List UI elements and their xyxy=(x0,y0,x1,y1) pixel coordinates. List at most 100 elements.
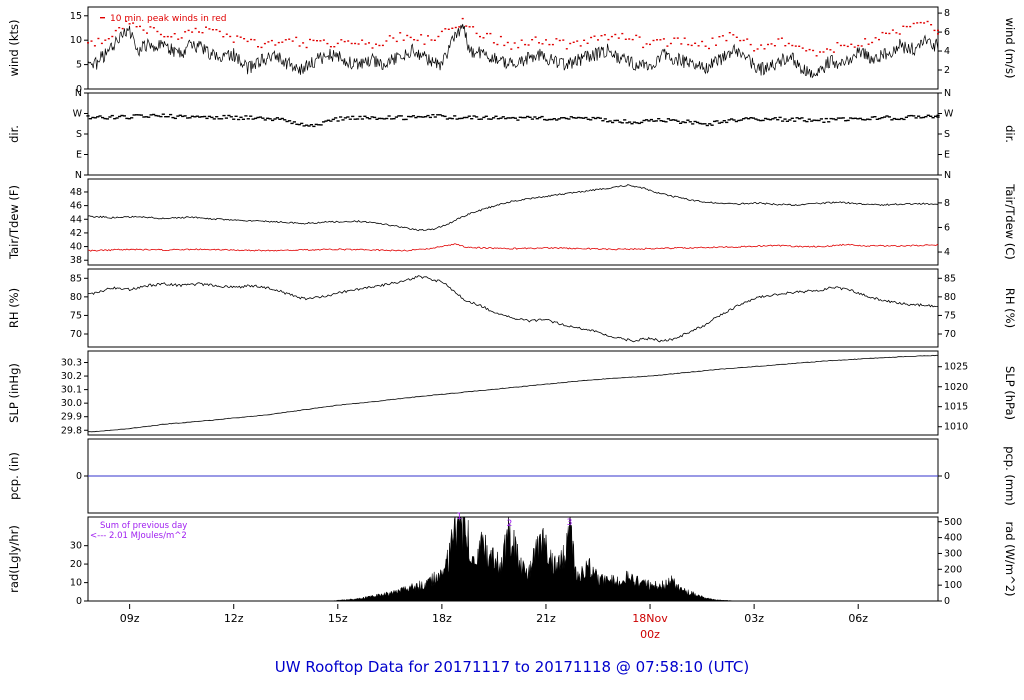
axis-label-right: pcp. (mm) xyxy=(1003,446,1017,506)
annotation: <--- 2.01 MJoules/m^2 xyxy=(90,531,187,541)
ticks-right: 1010 1015 1020 1025 xyxy=(938,362,968,433)
svg-text:4: 4 xyxy=(944,247,950,258)
svg-text:70: 70 xyxy=(944,329,956,340)
svg-text:8: 8 xyxy=(944,198,950,209)
axis-label-right: RH (%) xyxy=(1003,288,1017,328)
svg-text:29.8: 29.8 xyxy=(61,425,82,436)
svg-text:0: 0 xyxy=(944,471,950,482)
ticks-right: 0 100 200 300 400 500 xyxy=(938,517,962,607)
svg-text:85: 85 xyxy=(944,273,956,284)
svg-text:N: N xyxy=(944,88,951,99)
svg-text:30.3: 30.3 xyxy=(61,358,82,369)
axis-label-right: SLP (hPa) xyxy=(1003,366,1017,420)
chart-title: UW Rooftop Data for 20171117 to 20171118… xyxy=(274,658,750,676)
x-axis-svg: 09z 12z 15z 18z 21z 18Nov 00z 03z 06z xyxy=(120,604,868,641)
svg-text:1015: 1015 xyxy=(944,402,968,413)
svg-text:6: 6 xyxy=(944,27,950,38)
series-tair-f xyxy=(87,184,938,232)
svg-text:70: 70 xyxy=(70,329,82,340)
svg-text:85: 85 xyxy=(70,273,82,284)
legend-marker xyxy=(100,17,105,19)
plot-border xyxy=(87,268,939,348)
panel-sea-level-pressure: 29.8 29.9 30.0 30.1 30.2 30.3 1010 1015 1020 1025… xyxy=(7,350,1017,436)
ticks-left: 29.8 29.9 30.0 30.1 30.2 30.3 xyxy=(61,358,88,436)
svg-text:1010: 1010 xyxy=(944,422,968,433)
series-wind-avg-kts xyxy=(87,23,939,79)
svg-text:42: 42 xyxy=(70,228,82,239)
series-rh-percent xyxy=(87,275,939,343)
series-wind-peak-kts xyxy=(87,17,939,57)
x-tick-label: 12z xyxy=(224,612,244,625)
svg-text:8: 8 xyxy=(944,8,950,19)
svg-text:46: 46 xyxy=(70,201,82,212)
svg-text:5: 5 xyxy=(76,60,82,71)
annotation: 10 min. peak winds in red xyxy=(110,14,227,24)
svg-text:75: 75 xyxy=(944,310,956,321)
svg-text:2: 2 xyxy=(944,65,950,76)
svg-text:E: E xyxy=(76,150,82,161)
x-tick-label: 21z xyxy=(536,612,556,625)
svg-text:1020: 1020 xyxy=(944,382,968,393)
x-tick-label: 18Nov xyxy=(632,612,668,625)
svg-text:48: 48 xyxy=(70,187,82,198)
axis-label-left: RH (%) xyxy=(7,288,21,328)
panel-relative-humidity: 70 75 80 85 70 75 80 85 RH (%) RH (%) xyxy=(7,268,1017,348)
ticks-right: 4 6 8 xyxy=(938,198,950,258)
axis-label-left: Tair/Tdew (F) xyxy=(7,185,21,260)
axis-label-left: wind (kts) xyxy=(7,20,21,77)
svg-text:W: W xyxy=(73,109,83,120)
svg-text:W: W xyxy=(944,109,954,120)
x-tick-label: 15z xyxy=(328,612,348,625)
series-slp-inhg xyxy=(87,354,939,433)
x-tick-label: 06z xyxy=(848,612,868,625)
svg-text:S: S xyxy=(944,129,950,140)
svg-text:20: 20 xyxy=(70,559,82,570)
svg-text:4: 4 xyxy=(944,46,950,57)
ticks-left: 0 5 10 15 xyxy=(70,11,88,95)
svg-text:N: N xyxy=(75,170,82,181)
svg-text:0: 0 xyxy=(76,84,82,95)
svg-text:0: 0 xyxy=(944,596,950,607)
svg-text:29.9: 29.9 xyxy=(61,412,82,423)
annotation: 2 xyxy=(507,519,513,529)
axis-label-left: pcp. (in) xyxy=(7,452,21,500)
chart-panels: 0 5 10 15 2 4 6 8 10 min. peak winds in red wind … xyxy=(0,6,1024,607)
svg-text:200: 200 xyxy=(944,564,962,575)
axis-label-right: Tair/Tdew (C) xyxy=(1003,183,1017,259)
annotation: Sum of previous day xyxy=(100,521,187,531)
svg-text:30.0: 30.0 xyxy=(61,398,82,409)
svg-text:10: 10 xyxy=(70,578,82,589)
axis-label-left: dir. xyxy=(7,125,21,143)
svg-text:100: 100 xyxy=(944,580,962,591)
series-tdew-f xyxy=(87,243,939,252)
axis-label-right: rad (W/m^2) xyxy=(1003,521,1017,596)
annotation: 1 xyxy=(456,512,462,522)
axis-label-left: SLP (inHg) xyxy=(7,363,21,423)
ticks-right: 2 4 6 8 xyxy=(938,8,950,76)
svg-text:6: 6 xyxy=(944,222,950,233)
axis-label-right: wind (m/s) xyxy=(1003,18,1017,79)
svg-text:S: S xyxy=(76,129,82,140)
plot-border xyxy=(87,178,939,266)
panel-radiation: 0 10 20 30 0 100 200 300 400 500 Sum of previous d… xyxy=(7,512,1017,607)
panel-wind-speed: 0 5 10 15 2 4 6 8 10 min. peak winds in red wind … xyxy=(7,6,1017,95)
svg-text:30: 30 xyxy=(70,541,82,552)
ticks-left: 70 75 80 85 xyxy=(70,273,88,340)
plot-border xyxy=(87,92,939,176)
svg-text:1025: 1025 xyxy=(944,362,968,373)
series-solar-radiation-wm2 xyxy=(88,516,938,602)
ticks-right: 70 75 80 85 xyxy=(938,273,956,340)
svg-text:15: 15 xyxy=(70,11,82,22)
axis-label-left: rad(Lgly/hr) xyxy=(7,525,21,593)
x-tick-label: 03z xyxy=(744,612,764,625)
svg-text:400: 400 xyxy=(944,533,962,544)
svg-text:40: 40 xyxy=(70,242,82,253)
svg-text:500: 500 xyxy=(944,517,962,528)
series-direction-deg xyxy=(86,113,940,128)
svg-text:300: 300 xyxy=(944,548,962,559)
svg-text:0: 0 xyxy=(76,471,82,482)
